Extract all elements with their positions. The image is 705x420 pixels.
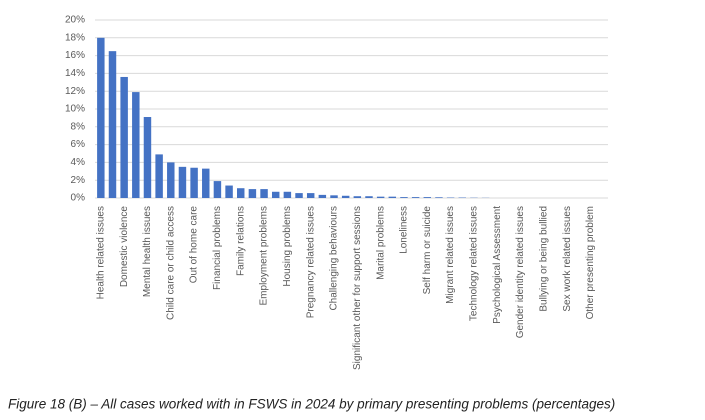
x-tick-label: Significant other for support sessions (352, 206, 363, 370)
x-tick-label: Financial problems (212, 206, 223, 290)
y-tick-label: 4% (71, 157, 86, 168)
x-tick-label: Self harm or suicide (422, 206, 433, 295)
x-tick-label: Child care or child access (165, 206, 176, 320)
caption: Figure 18 (B) – All cases worked with in… (8, 397, 615, 412)
bar (143, 117, 152, 198)
x-tick-label: Health related issues (95, 206, 106, 299)
x-tick-label: Loneliness (399, 206, 410, 254)
bar (376, 196, 385, 198)
y-tick-label: 2% (71, 175, 86, 186)
x-tick-label: Domestic violence (119, 206, 130, 288)
bar (225, 185, 233, 198)
bar (108, 51, 117, 199)
y-tick-label: 8% (71, 121, 86, 132)
x-tick-label: Sex work related issues (562, 206, 573, 312)
y-tick-label: 0% (71, 193, 86, 204)
bar (178, 166, 187, 198)
bar (435, 197, 443, 198)
y-tick-label: 10% (65, 104, 85, 115)
x-tick-label: Housing problems (282, 206, 293, 287)
bar (167, 162, 175, 198)
bar (155, 154, 163, 198)
bar (306, 193, 315, 198)
bar (202, 168, 210, 198)
x-tick-label: Migrant related issues (445, 206, 456, 304)
bar (283, 191, 292, 198)
bar (341, 195, 350, 198)
x-tick-label: Psychological Assessment (492, 206, 503, 324)
bar (248, 189, 257, 198)
bar (190, 167, 198, 198)
bar (365, 196, 373, 198)
bar (388, 196, 397, 198)
x-tick-label: Employment problems (259, 206, 270, 305)
bar (97, 37, 105, 198)
x-tick-label: Gender identity related issues (515, 206, 526, 338)
y-tick-label: 20% (65, 15, 85, 26)
bar (120, 76, 128, 198)
y-tick-label: 6% (71, 139, 86, 150)
bar (213, 181, 222, 198)
x-tick-label: Technology related issues (469, 206, 480, 321)
bar (260, 189, 268, 198)
bar (271, 191, 280, 198)
bar (400, 197, 408, 198)
x-tick-label: Bullying or being bullied (539, 206, 550, 312)
bar (423, 197, 432, 198)
y-tick-label: 14% (65, 68, 85, 79)
x-tick-label: Marital problems (375, 206, 386, 280)
x-tick-label: Out of home care (189, 206, 200, 284)
bar (318, 194, 327, 198)
bar (237, 188, 245, 198)
bar (353, 196, 362, 198)
x-tick-label: Family relations (235, 206, 246, 276)
bar (295, 193, 303, 198)
bar (330, 195, 338, 198)
bar (411, 197, 420, 198)
x-tick-label: Challenging behaviours (329, 206, 340, 311)
x-tick-label: Other presenting problem (585, 206, 596, 319)
x-tick-label: Mental health issues (142, 206, 153, 297)
bar (132, 92, 140, 198)
y-tick-label: 12% (65, 86, 85, 97)
x-tick-label: Pregnancy related issues (305, 206, 316, 318)
y-tick-label: 18% (65, 32, 85, 43)
y-tick-label: 16% (65, 50, 85, 61)
